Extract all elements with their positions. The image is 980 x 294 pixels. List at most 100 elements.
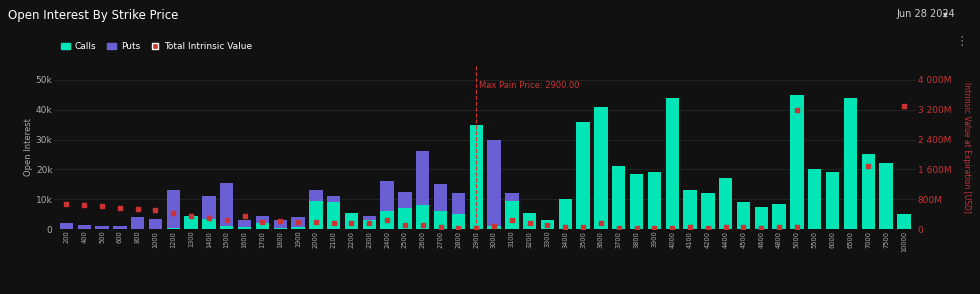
Point (789, 107, 805, 112)
Bar (238, 227, 251, 229)
Bar (256, 223, 270, 229)
Text: ⋮: ⋮ (956, 35, 968, 48)
Point (76, 203, 92, 208)
Bar (309, 201, 322, 229)
Bar (665, 98, 679, 229)
Bar (861, 226, 875, 229)
Point (255, 220, 270, 224)
Bar (202, 196, 216, 229)
Point (290, 220, 306, 224)
Bar (594, 201, 608, 229)
Point (94, 204, 110, 209)
Bar (434, 211, 447, 229)
Point (451, 225, 466, 230)
Point (237, 213, 253, 218)
Bar (648, 222, 662, 229)
Point (540, 223, 556, 227)
Bar (363, 220, 376, 229)
Point (183, 213, 199, 218)
Point (647, 225, 662, 230)
Bar (398, 208, 412, 229)
Point (682, 225, 698, 230)
Bar (719, 178, 732, 229)
Text: Jun 28 2024: Jun 28 2024 (897, 9, 956, 19)
Point (397, 223, 413, 227)
Point (504, 218, 519, 223)
Bar (202, 219, 216, 229)
Point (362, 221, 377, 226)
Bar (416, 151, 429, 229)
Point (629, 225, 645, 230)
Point (433, 225, 449, 230)
Bar (701, 193, 714, 229)
Bar (808, 169, 821, 229)
Text: Max Pain Price: 2900.00: Max Pain Price: 2900.00 (479, 81, 579, 90)
Bar (897, 226, 910, 229)
Bar (701, 225, 714, 229)
Bar (184, 216, 198, 229)
Bar (737, 202, 750, 229)
Point (325, 221, 341, 226)
Bar (167, 191, 180, 229)
Bar (220, 183, 233, 229)
Bar (523, 213, 536, 229)
Bar (256, 216, 270, 229)
Y-axis label: Open Interest: Open Interest (24, 118, 33, 176)
Bar (844, 225, 858, 229)
Point (700, 225, 715, 230)
Point (415, 223, 430, 227)
Bar (559, 199, 572, 229)
Point (611, 225, 626, 230)
Bar (363, 216, 376, 229)
Bar (505, 193, 518, 229)
Legend: Calls, Puts, Total Intrinsic Value: Calls, Puts, Total Intrinsic Value (59, 40, 255, 54)
Bar (541, 220, 554, 229)
Point (575, 225, 591, 230)
Bar (897, 214, 910, 229)
Bar (291, 227, 305, 229)
Text: ▾: ▾ (943, 9, 948, 19)
Point (558, 225, 573, 230)
Bar (77, 225, 91, 229)
Bar (683, 191, 697, 229)
Bar (327, 196, 340, 229)
Bar (452, 214, 466, 229)
Bar (576, 206, 590, 229)
Bar (327, 202, 340, 229)
Point (521, 221, 537, 226)
Bar (737, 223, 750, 229)
Bar (630, 220, 643, 229)
Bar (291, 217, 305, 229)
Bar (416, 206, 429, 229)
Point (736, 225, 752, 229)
Bar (238, 220, 251, 229)
Bar (826, 173, 839, 229)
Bar (220, 226, 233, 229)
Bar (505, 201, 518, 229)
Bar (808, 226, 821, 229)
Bar (755, 207, 768, 229)
Bar (844, 98, 858, 229)
Bar (790, 95, 804, 229)
Point (219, 217, 234, 222)
Point (166, 211, 181, 215)
Point (379, 218, 395, 223)
Point (771, 225, 787, 230)
Bar (380, 211, 394, 229)
Bar (612, 166, 625, 229)
Bar (131, 217, 144, 229)
Y-axis label: Intrinsic Value at Expiration [USD]: Intrinsic Value at Expiration [USD] (962, 81, 971, 213)
Point (664, 225, 680, 230)
Bar (772, 204, 786, 229)
Text: Open Interest By Strike Price: Open Interest By Strike Price (8, 9, 178, 22)
Bar (826, 225, 839, 229)
Point (486, 224, 502, 229)
Point (308, 220, 323, 224)
Bar (452, 193, 466, 229)
Bar (755, 225, 768, 229)
Point (201, 216, 217, 220)
Bar (113, 226, 126, 229)
Bar (719, 226, 732, 229)
Point (344, 221, 360, 226)
Point (717, 225, 733, 230)
